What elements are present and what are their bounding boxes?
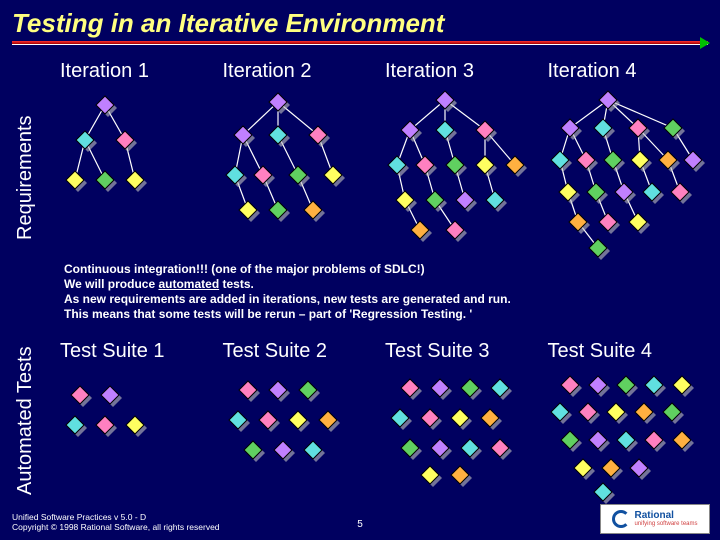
testsuite-header: Test Suite 1	[60, 340, 223, 363]
iteration-header: Iteration 1	[60, 60, 223, 83]
note-line: We will produce automated tests.	[64, 277, 700, 292]
arrowhead-icon	[700, 37, 710, 49]
iteration-header: Iteration 3	[385, 60, 548, 83]
note-line: Continuous integration!!! (one of the ma…	[64, 262, 700, 277]
slide-title: Testing in an Iterative Environment	[0, 0, 720, 41]
tree-diagram	[548, 90, 708, 260]
note-line: As new requirements are added in iterati…	[64, 292, 700, 307]
testsuite-header: Test Suite 3	[385, 340, 548, 363]
tree-diagram	[385, 90, 545, 250]
iteration-headers-row: Iteration 1 Iteration 2 Iteration 3 Iter…	[60, 60, 710, 83]
notes-block: Continuous integration!!! (one of the ma…	[64, 262, 700, 322]
note-line: This means that some tests will be rerun…	[64, 307, 700, 322]
tree-diagram	[385, 370, 525, 490]
automated-tests-axis-label: Automated Tests	[14, 346, 37, 495]
logo-swirl-icon	[612, 510, 630, 528]
testsuite-header: Test Suite 4	[548, 340, 711, 363]
title-rule	[12, 41, 708, 51]
tree-diagram	[548, 370, 698, 500]
tree-diagram	[60, 370, 170, 460]
requirements-trees-row	[60, 90, 710, 260]
rational-logo: Rational unifying software teams	[600, 504, 710, 534]
requirements-axis-label: Requirements	[14, 115, 37, 240]
iteration-header: Iteration 2	[223, 60, 386, 83]
testsuite-header: Test Suite 2	[223, 340, 386, 363]
tree-diagram	[223, 370, 353, 480]
testsuite-headers-row: Test Suite 1 Test Suite 2 Test Suite 3 T…	[60, 340, 710, 363]
tree-diagram	[60, 90, 180, 220]
testsuite-trees-row	[60, 370, 710, 500]
iteration-header: Iteration 4	[548, 60, 711, 83]
tree-diagram	[223, 90, 373, 240]
footer-text: Unified Software Practices v 5.0 - D Cop…	[12, 512, 220, 532]
page-number: 5	[357, 519, 363, 530]
